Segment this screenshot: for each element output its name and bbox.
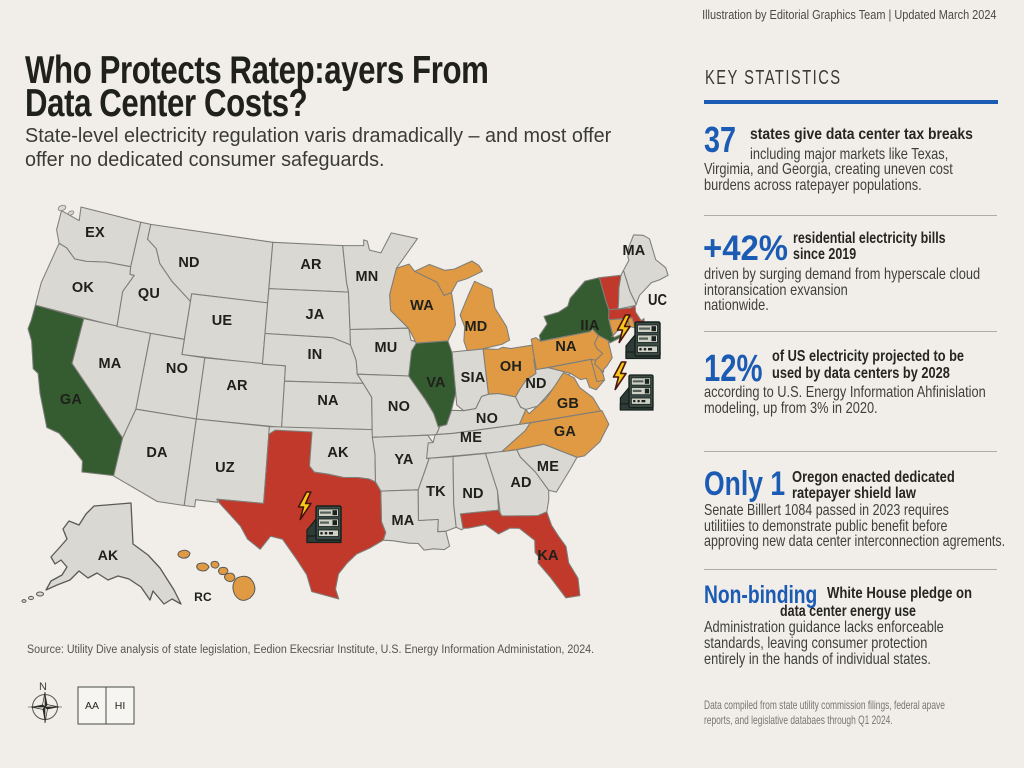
svg-text:WA: WA [410,298,434,314]
svg-text:QU: QU [138,286,160,302]
svg-text:RC: RC [194,590,212,604]
svg-text:HI: HI [115,700,126,712]
svg-text:AK: AK [98,547,119,563]
svg-text:AR: AR [300,257,322,273]
svg-text:NO: NO [388,399,410,415]
svg-text:YA: YA [394,452,414,468]
svg-text:DA: DA [146,445,168,461]
svg-text:OH: OH [500,359,522,375]
svg-text:UE: UE [212,313,233,329]
svg-text:NO: NO [166,361,188,377]
svg-text:NO: NO [476,411,498,427]
svg-text:ND: ND [462,486,483,502]
svg-text:ME: ME [460,430,482,446]
svg-text:GB: GB [557,396,579,412]
svg-text:EX: EX [85,225,105,241]
svg-text:IN: IN [308,347,323,363]
svg-text:MA: MA [99,356,122,372]
svg-text:MD: MD [465,319,488,335]
svg-text:UC: UC [648,292,667,309]
svg-text:GA: GA [60,392,82,408]
svg-text:MN: MN [356,269,379,285]
svg-text:SIA: SIA [461,370,486,386]
svg-text:MA: MA [623,243,646,259]
svg-text:AD: AD [510,475,531,491]
svg-text:NA: NA [555,339,577,355]
svg-text:AK: AK [327,445,349,461]
svg-text:VA: VA [426,375,446,391]
svg-text:MA: MA [392,513,415,529]
svg-text:IIA: IIA [580,318,599,334]
svg-text:ME: ME [537,459,559,475]
svg-text:N: N [39,681,47,693]
svg-text:NA: NA [317,393,339,409]
svg-text:ND: ND [525,376,546,392]
svg-text:KA: KA [537,548,559,564]
svg-text:OK: OK [72,280,94,296]
svg-text:GA: GA [554,424,576,440]
svg-text:UZ: UZ [215,460,235,476]
svg-text:ND: ND [178,255,199,271]
svg-text:AR: AR [226,378,248,394]
svg-text:MU: MU [375,340,398,356]
svg-text:JA: JA [306,307,325,323]
svg-text:AA: AA [85,700,99,712]
svg-text:TK: TK [426,484,446,500]
